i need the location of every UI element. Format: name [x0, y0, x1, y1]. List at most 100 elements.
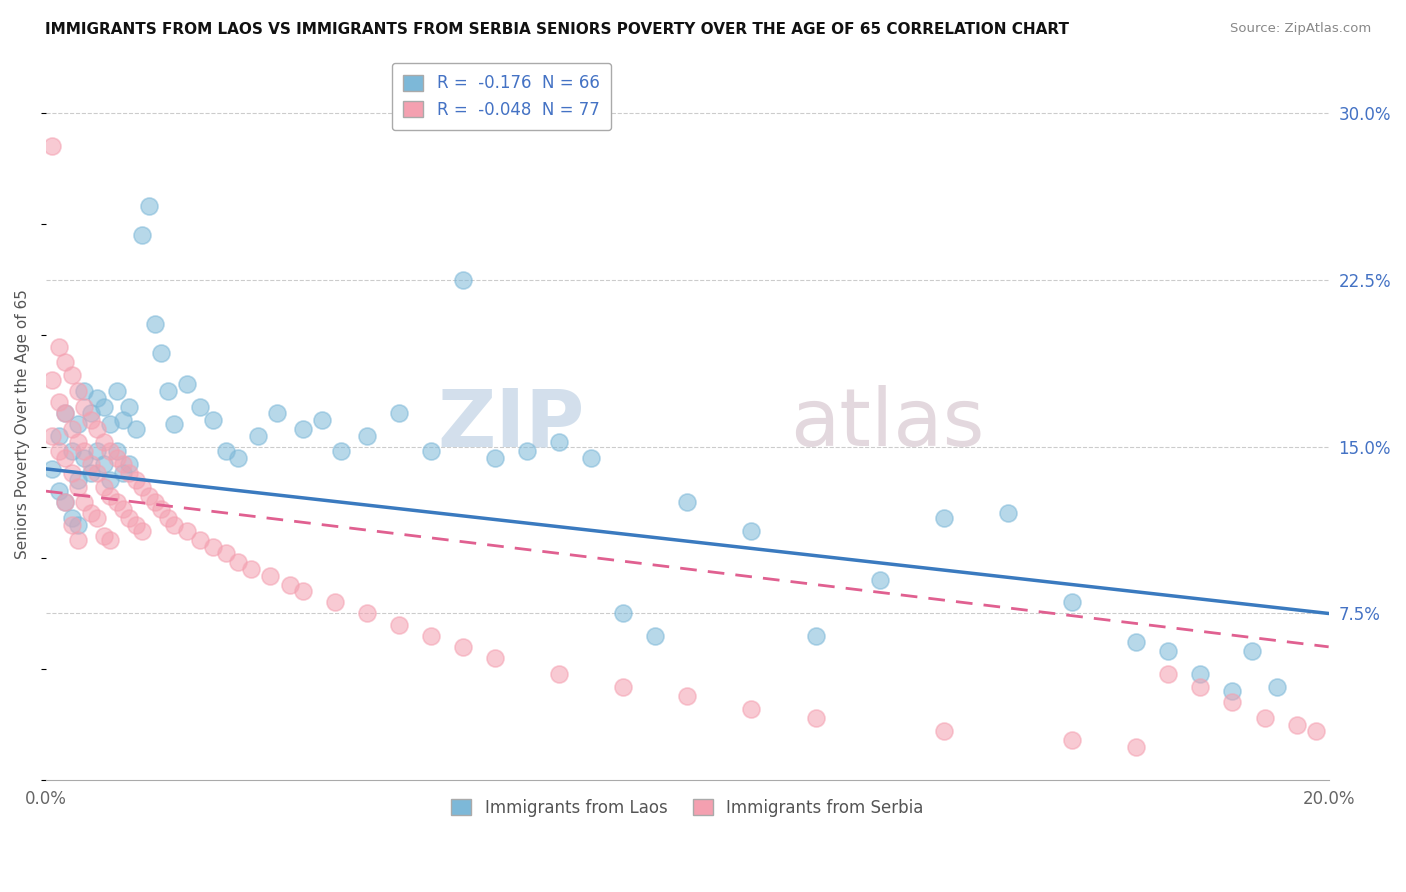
Point: [1265, 680, 1288, 694]
Legend: Immigrants from Laos, Immigrants from Serbia: Immigrants from Laos, Immigrants from Se…: [443, 790, 932, 825]
Point: [53, 355, 76, 369]
Point: [41, 462, 63, 476]
Point: [118, 511, 141, 525]
Point: [240, 562, 263, 576]
Point: [67, 384, 90, 398]
Point: [484, 450, 506, 465]
Point: [278, 577, 301, 591]
Point: [118, 458, 141, 472]
Point: [67, 473, 90, 487]
Point: [67, 533, 90, 547]
Point: [131, 524, 153, 538]
Point: [419, 444, 441, 458]
Point: [548, 666, 571, 681]
Point: [228, 450, 250, 465]
Point: [323, 595, 346, 609]
Point: [201, 540, 224, 554]
Point: [214, 546, 236, 560]
Point: [118, 400, 141, 414]
Point: [41, 428, 63, 442]
Point: [93, 528, 115, 542]
Point: [1125, 739, 1147, 754]
Point: [67, 480, 90, 494]
Point: [214, 444, 236, 458]
Point: [259, 568, 281, 582]
Point: [48, 340, 70, 354]
Point: [138, 199, 160, 213]
Point: [1062, 733, 1084, 747]
Point: [143, 318, 166, 332]
Point: [41, 139, 63, 153]
Point: [80, 406, 103, 420]
Point: [73, 400, 96, 414]
Point: [997, 507, 1019, 521]
Point: [150, 346, 173, 360]
Point: [740, 524, 762, 538]
Point: [804, 629, 827, 643]
Point: [105, 444, 128, 458]
Point: [131, 228, 153, 243]
Point: [1240, 644, 1263, 658]
Point: [1222, 684, 1244, 698]
Point: [53, 450, 76, 465]
Point: [86, 511, 108, 525]
Point: [266, 406, 288, 420]
Point: [388, 406, 411, 420]
Point: [86, 444, 108, 458]
Point: [1157, 666, 1180, 681]
Point: [111, 467, 134, 481]
Point: [60, 422, 83, 436]
Point: [53, 406, 76, 420]
Point: [356, 607, 378, 621]
Point: [67, 517, 90, 532]
Text: ZIP: ZIP: [437, 385, 585, 464]
Point: [484, 651, 506, 665]
Point: [48, 428, 70, 442]
Point: [1062, 595, 1084, 609]
Point: [60, 511, 83, 525]
Point: [419, 629, 441, 643]
Point: [48, 484, 70, 499]
Point: [548, 435, 571, 450]
Point: [246, 428, 269, 442]
Point: [740, 702, 762, 716]
Point: [80, 507, 103, 521]
Point: [612, 607, 634, 621]
Point: [388, 617, 411, 632]
Point: [93, 458, 115, 472]
Point: [579, 450, 602, 465]
Point: [188, 533, 211, 547]
Point: [516, 444, 538, 458]
Point: [48, 444, 70, 458]
Point: [41, 373, 63, 387]
Point: [80, 458, 103, 472]
Point: [676, 689, 699, 703]
Point: [111, 413, 134, 427]
Point: [932, 511, 955, 525]
Point: [330, 444, 353, 458]
Point: [111, 458, 134, 472]
Point: [98, 473, 121, 487]
Point: [356, 428, 378, 442]
Point: [93, 400, 115, 414]
Text: atlas: atlas: [790, 385, 984, 464]
Point: [176, 524, 198, 538]
Point: [291, 422, 314, 436]
Point: [1189, 680, 1212, 694]
Point: [150, 502, 173, 516]
Point: [176, 377, 198, 392]
Point: [228, 555, 250, 569]
Point: [98, 417, 121, 432]
Point: [60, 444, 83, 458]
Point: [73, 384, 96, 398]
Point: [98, 444, 121, 458]
Point: [67, 435, 90, 450]
Point: [53, 495, 76, 509]
Point: [125, 422, 148, 436]
Point: [612, 680, 634, 694]
Point: [451, 640, 474, 654]
Point: [105, 495, 128, 509]
Point: [48, 395, 70, 409]
Point: [1125, 635, 1147, 649]
Point: [105, 450, 128, 465]
